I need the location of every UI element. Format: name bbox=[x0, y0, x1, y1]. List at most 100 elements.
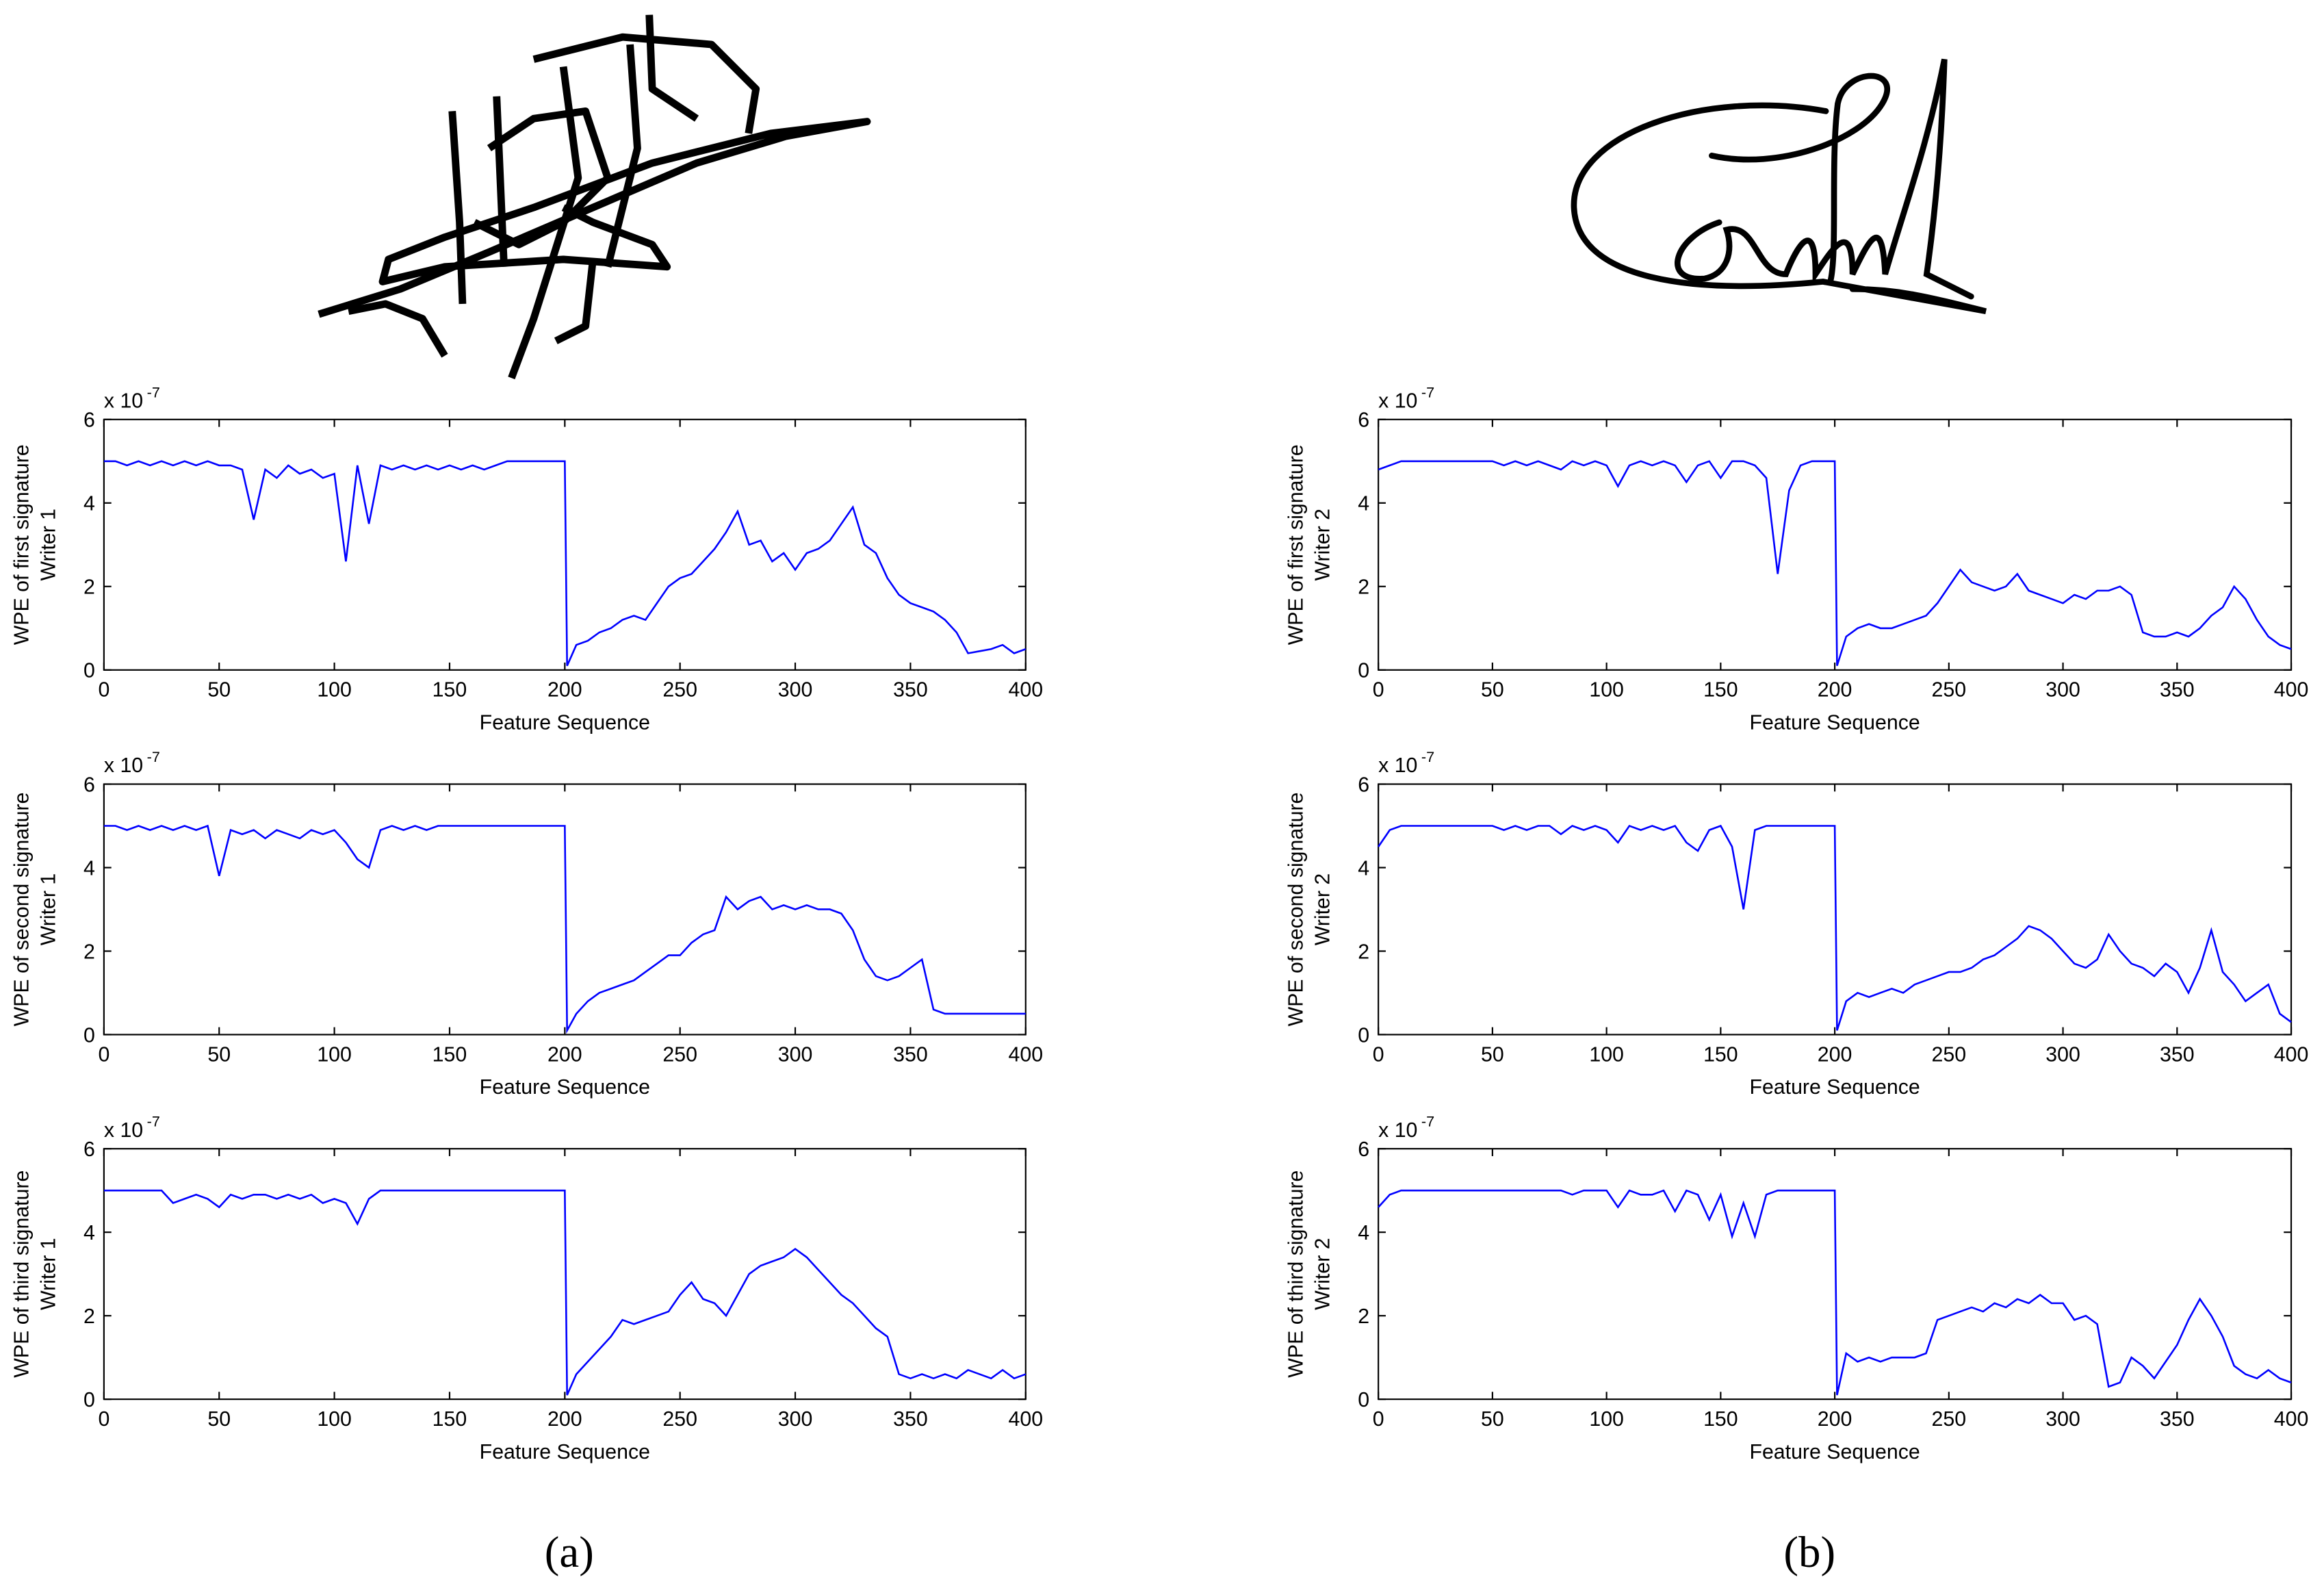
x-tick-label: 250 bbox=[1932, 679, 1967, 702]
x-tick-label: 300 bbox=[2045, 1043, 2080, 1066]
axis-exponent-base: x 10 bbox=[1378, 754, 1417, 777]
x-axis-label: Feature Sequence bbox=[480, 1441, 650, 1463]
y-axis-label: Writer 1 bbox=[37, 509, 60, 581]
y-axis-label: Writer 1 bbox=[37, 873, 60, 946]
x-tick-label: 350 bbox=[893, 1043, 928, 1066]
y-tick-label: 6 bbox=[1358, 409, 1369, 432]
x-axis-label: Feature Sequence bbox=[480, 711, 650, 734]
axis-exponent-base: x 10 bbox=[104, 754, 143, 777]
x-tick-label: 300 bbox=[778, 679, 813, 702]
y-tick-label: 0 bbox=[83, 1024, 95, 1047]
x-tick-label: 400 bbox=[1009, 1408, 1044, 1431]
x-tick-label: 100 bbox=[1589, 679, 1624, 702]
y-tick-label: 4 bbox=[1358, 493, 1369, 515]
y-tick-label: 4 bbox=[83, 493, 95, 515]
x-tick-label: 150 bbox=[1703, 679, 1738, 702]
x-tick-label: 100 bbox=[1589, 1408, 1624, 1431]
y-axis-label: WPE of first signature bbox=[10, 444, 33, 645]
plot-frame bbox=[1378, 783, 2293, 1036]
y-tick-label: 4 bbox=[83, 857, 95, 880]
y-tick-label: 0 bbox=[83, 660, 95, 682]
axis-exponent-base: x 10 bbox=[104, 1119, 143, 1142]
panel-label: (b) bbox=[1783, 1528, 1835, 1577]
x-tick-label: 350 bbox=[2160, 1043, 2195, 1066]
x-tick-label: 400 bbox=[1009, 679, 1044, 702]
y-tick-label: 0 bbox=[1358, 660, 1369, 682]
y-tick-label: 2 bbox=[83, 576, 95, 599]
x-tick-label: 300 bbox=[778, 1408, 813, 1431]
axis-exponent-power: -7 bbox=[1421, 383, 1434, 400]
x-tick-label: 200 bbox=[1818, 1408, 1852, 1431]
x-tick-label: 200 bbox=[547, 1408, 582, 1431]
axis-exponent-power: -7 bbox=[147, 1113, 160, 1130]
y-axis-label: Writer 1 bbox=[37, 1238, 60, 1310]
y-tick-label: 6 bbox=[1358, 1138, 1369, 1161]
x-tick-label: 300 bbox=[778, 1043, 813, 1066]
y-axis-label: Writer 2 bbox=[1312, 1238, 1334, 1310]
x-tick-label: 50 bbox=[1481, 1043, 1504, 1066]
y-tick-label: 6 bbox=[83, 773, 95, 796]
x-tick-label: 50 bbox=[207, 1043, 231, 1066]
x-tick-label: 150 bbox=[1703, 1408, 1738, 1431]
subplot: 0 50 100 150 200 250 300 350 400 0 2 4 6 x 10 -7 WPE of… bbox=[10, 748, 1043, 1099]
plot-frame bbox=[1378, 1148, 2293, 1400]
x-tick-label: 100 bbox=[317, 679, 352, 702]
x-tick-label: 400 bbox=[1009, 1043, 1044, 1066]
y-tick-label: 0 bbox=[1358, 1389, 1369, 1411]
subplot: 0 50 100 150 200 250 300 350 400 0 2 4 6 x 10 -7 WPE of… bbox=[1285, 383, 2309, 734]
x-tick-label: 50 bbox=[207, 1408, 231, 1431]
x-tick-label: 200 bbox=[1818, 679, 1852, 702]
x-tick-label: 400 bbox=[2274, 1043, 2309, 1066]
data-line bbox=[103, 460, 1027, 667]
subplot: 0 50 100 150 200 250 300 350 400 0 2 4 6 x 10 -7 WPE of… bbox=[1285, 1113, 2309, 1463]
y-axis-label: WPE of third signature bbox=[10, 1171, 33, 1378]
x-tick-label: 350 bbox=[2160, 1408, 2195, 1431]
x-axis-label: Feature Sequence bbox=[1749, 711, 1920, 734]
y-tick-label: 4 bbox=[1358, 1222, 1369, 1244]
x-tick-label: 50 bbox=[1481, 679, 1504, 702]
plot-frame bbox=[103, 1148, 1027, 1400]
subplot: 0 50 100 150 200 250 300 350 400 0 2 4 6 x 10 -7 WPE of… bbox=[10, 1113, 1043, 1463]
axis-exponent-power: -7 bbox=[1421, 748, 1434, 765]
x-tick-label: 400 bbox=[2274, 1408, 2309, 1431]
data-line bbox=[103, 1189, 1027, 1396]
x-tick-label: 350 bbox=[2160, 679, 2195, 702]
axis-exponent-base: x 10 bbox=[1378, 1119, 1417, 1142]
x-axis-label: Feature Sequence bbox=[1749, 1441, 1920, 1463]
y-tick-label: 6 bbox=[1358, 773, 1369, 796]
x-tick-label: 150 bbox=[432, 1408, 467, 1431]
x-tick-label: 200 bbox=[1818, 1043, 1852, 1066]
y-axis-label: Writer 2 bbox=[1312, 873, 1334, 946]
x-tick-label: 150 bbox=[1703, 1043, 1738, 1066]
x-tick-label: 300 bbox=[2045, 679, 2080, 702]
y-tick-label: 2 bbox=[83, 941, 95, 963]
x-tick-label: 0 bbox=[1373, 1408, 1384, 1431]
x-tick-label: 100 bbox=[317, 1408, 352, 1431]
x-tick-label: 0 bbox=[98, 1043, 109, 1066]
axis-exponent-power: -7 bbox=[147, 383, 160, 400]
data-line bbox=[1378, 824, 2292, 1031]
x-tick-label: 350 bbox=[893, 679, 928, 702]
y-tick-label: 2 bbox=[1358, 576, 1369, 599]
x-tick-label: 350 bbox=[893, 1408, 928, 1431]
x-tick-label: 300 bbox=[2045, 1408, 2080, 1431]
axis-exponent-base: x 10 bbox=[104, 389, 143, 412]
x-axis-label: Feature Sequence bbox=[480, 1076, 650, 1099]
y-axis-label: Writer 2 bbox=[1312, 509, 1334, 581]
y-tick-label: 6 bbox=[83, 1138, 95, 1161]
data-line bbox=[103, 824, 1026, 1034]
panel-label: (a) bbox=[545, 1528, 594, 1577]
y-axis-label: WPE of third signature bbox=[1285, 1171, 1308, 1378]
plot-frame bbox=[103, 783, 1027, 1036]
x-tick-label: 100 bbox=[317, 1043, 352, 1066]
y-tick-label: 2 bbox=[83, 1305, 95, 1328]
y-tick-label: 0 bbox=[1358, 1024, 1369, 1047]
y-tick-label: 2 bbox=[1358, 941, 1369, 963]
signature-writer-1 bbox=[318, 14, 871, 380]
axis-exponent-power: -7 bbox=[147, 748, 160, 765]
x-tick-label: 100 bbox=[1589, 1043, 1624, 1066]
subplot: 0 50 100 150 200 250 300 350 400 0 2 4 6 x 10 -7 WPE of… bbox=[10, 383, 1043, 734]
x-tick-label: 150 bbox=[432, 679, 467, 702]
